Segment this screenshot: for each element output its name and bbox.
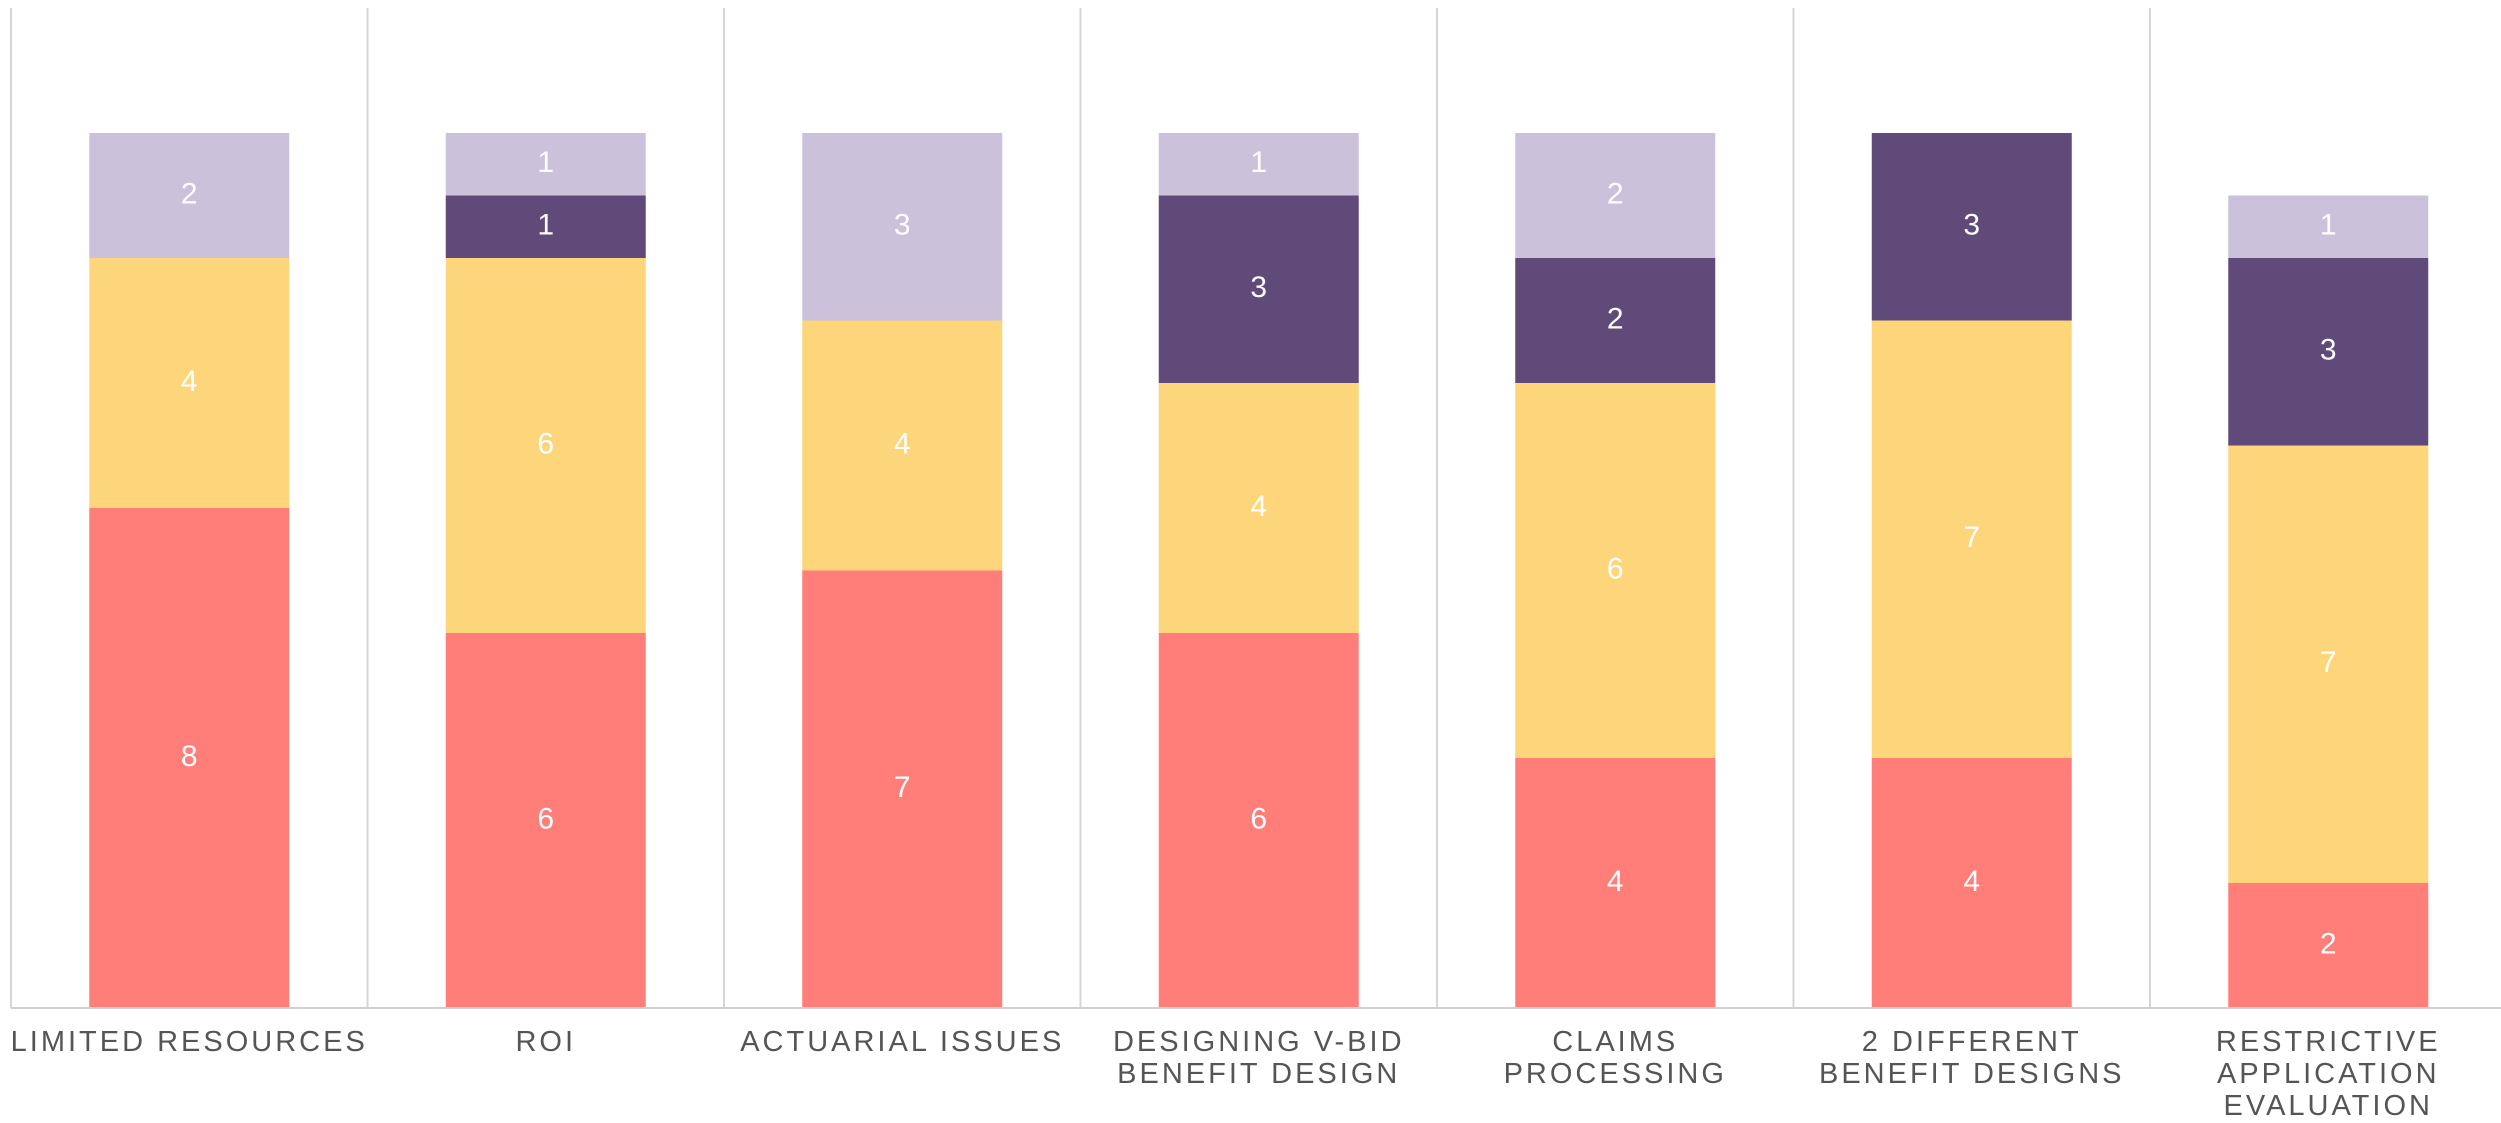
data-label: 3 <box>1963 209 1980 242</box>
data-label: 2 <box>1607 302 1624 335</box>
bar-segment <box>802 570 1003 1008</box>
bar-segment <box>2228 195 2429 258</box>
bar-segment <box>1871 133 2072 321</box>
data-label: 4 <box>1607 865 1624 898</box>
x-tick-label: ACTUARIAL ISSUES <box>740 1026 1065 1058</box>
bar-segment <box>1158 633 1359 1008</box>
x-tick-label: DESIGNING V-BID BENEFIT DESIGN <box>1112 1026 1405 1090</box>
data-label: 4 <box>181 365 198 398</box>
data-label: 6 <box>1607 552 1624 585</box>
data-label: 3 <box>894 209 911 242</box>
data-label: 3 <box>1250 271 1267 304</box>
bar-segment <box>2228 883 2429 1008</box>
bar-segment <box>445 258 646 633</box>
x-tick-label: RESTRICTIVE APPLICATION EVALUATION <box>2215 1026 2441 1122</box>
data-label: 8 <box>181 740 198 773</box>
bar-segment <box>802 320 1003 571</box>
data-label: 1 <box>537 146 554 179</box>
data-label: 3 <box>2320 334 2337 367</box>
bar-segment <box>445 195 646 258</box>
x-tick-label: ROI <box>515 1026 577 1058</box>
x-tick-label: 2 DIFFERENT BENEFIT DESIGNS <box>1818 1026 2125 1090</box>
bar-segment <box>1515 258 1716 383</box>
bar-segment <box>445 633 646 1008</box>
bar-segment <box>1871 758 2072 1008</box>
bar-segment <box>89 508 290 1008</box>
data-label: 7 <box>1963 521 1980 554</box>
bar-segment <box>2228 258 2429 446</box>
data-label: 2 <box>181 177 198 210</box>
bar-segment <box>1158 133 1359 196</box>
bar-segment <box>1515 383 1716 758</box>
data-label: 4 <box>894 427 911 460</box>
data-label: 1 <box>537 209 554 242</box>
data-label: 6 <box>537 802 554 835</box>
data-label: 2 <box>2320 927 2337 960</box>
bar-segment <box>1515 133 1716 258</box>
x-tick-label: LIMITED RESOURCES <box>10 1026 368 1058</box>
bar-segment <box>1515 758 1716 1008</box>
bar-segment <box>1158 195 1359 383</box>
data-label: 7 <box>894 771 911 804</box>
bar-segment <box>2228 445 2429 883</box>
data-label: 6 <box>1250 802 1267 835</box>
data-label: 1 <box>2320 209 2337 242</box>
x-tick-label: CLAIMS PROCESSING <box>1503 1026 1727 1090</box>
data-label: 1 <box>1250 146 1267 179</box>
data-label: 4 <box>1250 490 1267 523</box>
bar-segment <box>89 133 290 258</box>
bar-segment <box>445 133 646 196</box>
bar-segment <box>1158 383 1359 633</box>
bar-segment <box>89 258 290 508</box>
bar-segment <box>1871 320 2072 758</box>
data-label: 7 <box>2320 646 2337 679</box>
data-label: 4 <box>1963 865 1980 898</box>
bar-segment <box>802 133 1003 321</box>
data-label: 2 <box>1607 177 1624 210</box>
data-label: 6 <box>537 427 554 460</box>
